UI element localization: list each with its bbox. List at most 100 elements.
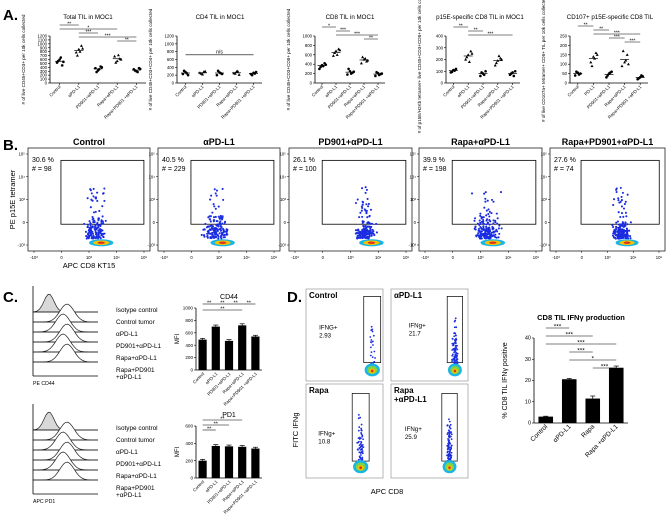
event-dot [359, 443, 362, 445]
event-dot [371, 330, 374, 333]
data-point [97, 67, 101, 71]
event-dot [369, 226, 372, 229]
event-dot [497, 227, 500, 230]
event-dot [359, 452, 362, 454]
event-dot [479, 212, 482, 215]
event-dot [626, 223, 629, 226]
event-dot [222, 198, 225, 201]
y-tick-label: 10³ [541, 197, 548, 202]
event-dot [479, 231, 482, 234]
sig-label: ** [125, 37, 129, 43]
y-tick-label: 1000 [164, 41, 174, 46]
event-dot [614, 233, 617, 236]
panel-c: PE CD44 Isotype control Control tumor αPD-L… [32, 286, 262, 515]
event-dot [474, 228, 477, 231]
event-dot [361, 443, 364, 446]
data-point [589, 60, 593, 64]
event-dot [366, 197, 369, 201]
y-tick-label: 20 [525, 378, 531, 384]
flow-panel-title: Control [309, 291, 337, 300]
chart-A4: p15E-specific CD8 TIL in MOC1 0 100 200 300 4… [417, 0, 524, 133]
sig-label: * [591, 356, 594, 363]
event-dot [455, 342, 457, 345]
x-tick-label: 0 [581, 255, 584, 260]
data-point [359, 61, 363, 65]
y-tick-label: 0 [172, 81, 175, 86]
data-point [215, 73, 219, 77]
event-dot [220, 234, 223, 237]
chart-A3: CD8 TIL in MOC1 0 200 400 600 800 1000 # of liv… [286, 8, 385, 120]
event-dot [451, 349, 454, 351]
histogram-legend-item: PD901+αPD-L1 [116, 461, 162, 468]
event-dot [358, 455, 361, 458]
data-point [119, 57, 123, 61]
event-dot [448, 426, 451, 429]
y-tick-label: 250 [560, 34, 568, 39]
event-dot [479, 222, 482, 226]
event-dot [492, 230, 495, 233]
y-tick-label: 0 [441, 81, 444, 86]
x-tick-label: 0 [452, 255, 455, 260]
event-dot [612, 203, 615, 206]
event-dot [357, 449, 359, 451]
event-dot [496, 222, 499, 225]
event-dot [203, 228, 206, 231]
panel-b: Control 30.6 % # = 98 -10³ 0 10³ 10⁴ 10⁵ -10³ 0 10… [8, 137, 666, 270]
x-tick-label: 10⁵ [656, 255, 663, 260]
data-point [319, 65, 322, 69]
data-point [480, 71, 483, 74]
event-dot [448, 451, 451, 454]
y-tick-label: 800 [40, 49, 48, 54]
event-dot [488, 210, 491, 213]
data-point [608, 71, 612, 74]
event-dot [214, 215, 217, 219]
event-dot [485, 214, 488, 217]
y-tick-label: 400 [40, 65, 48, 70]
event-dot [370, 339, 373, 341]
histogram-legend-item: Isotype control [116, 307, 158, 314]
event-dot [496, 230, 499, 233]
event-dot [92, 211, 96, 214]
bar [238, 446, 247, 478]
data-point [237, 73, 241, 76]
event-dot [487, 226, 490, 230]
event-dot [209, 232, 212, 235]
flow-plot-frame [305, 383, 384, 479]
event-dot [456, 344, 458, 347]
y-tick-label: 200 [436, 57, 444, 62]
y-tick-label: 10³ [410, 197, 417, 202]
y-tick-label: 10⁴ [280, 174, 287, 179]
x-tick-label: αPD-L1 [67, 84, 82, 99]
event-dot [200, 233, 203, 237]
data-point [347, 67, 350, 71]
y-tick-label: 10³ [280, 197, 287, 202]
event-dot [490, 212, 493, 215]
event-dot [212, 228, 215, 231]
y-tick-label: 0 [528, 421, 531, 427]
data-point [374, 74, 377, 78]
event-dot [359, 458, 362, 460]
event-dot [101, 205, 104, 208]
density-high [367, 241, 376, 244]
x-tick-label: 10⁵ [141, 255, 148, 260]
event-dot [448, 441, 451, 444]
event-dot [624, 224, 627, 227]
event-dot [354, 232, 357, 235]
x-tick-label: 10⁵ [533, 255, 540, 260]
event-dot [360, 433, 363, 435]
y-axis-label: # of p15E/H2Kb tetramer+ live CD45+CD3+C… [417, 0, 422, 133]
data-point [494, 61, 498, 65]
event-dot [97, 233, 100, 236]
event-dot [209, 228, 212, 231]
event-dot [482, 227, 485, 230]
data-point [626, 62, 630, 66]
event-dot [358, 216, 361, 219]
event-dot [497, 236, 500, 239]
event-dot [447, 447, 449, 450]
y-tick-label: -10³ [279, 243, 287, 248]
flow-panel-b: Control 30.6 % # = 98 -10³ 0 10³ 10⁴ 10⁵ -10³ 0 10… [18, 137, 151, 260]
event-dot [97, 229, 100, 232]
event-dot [360, 441, 363, 444]
event-dot [372, 344, 374, 346]
event-dot [456, 348, 459, 351]
